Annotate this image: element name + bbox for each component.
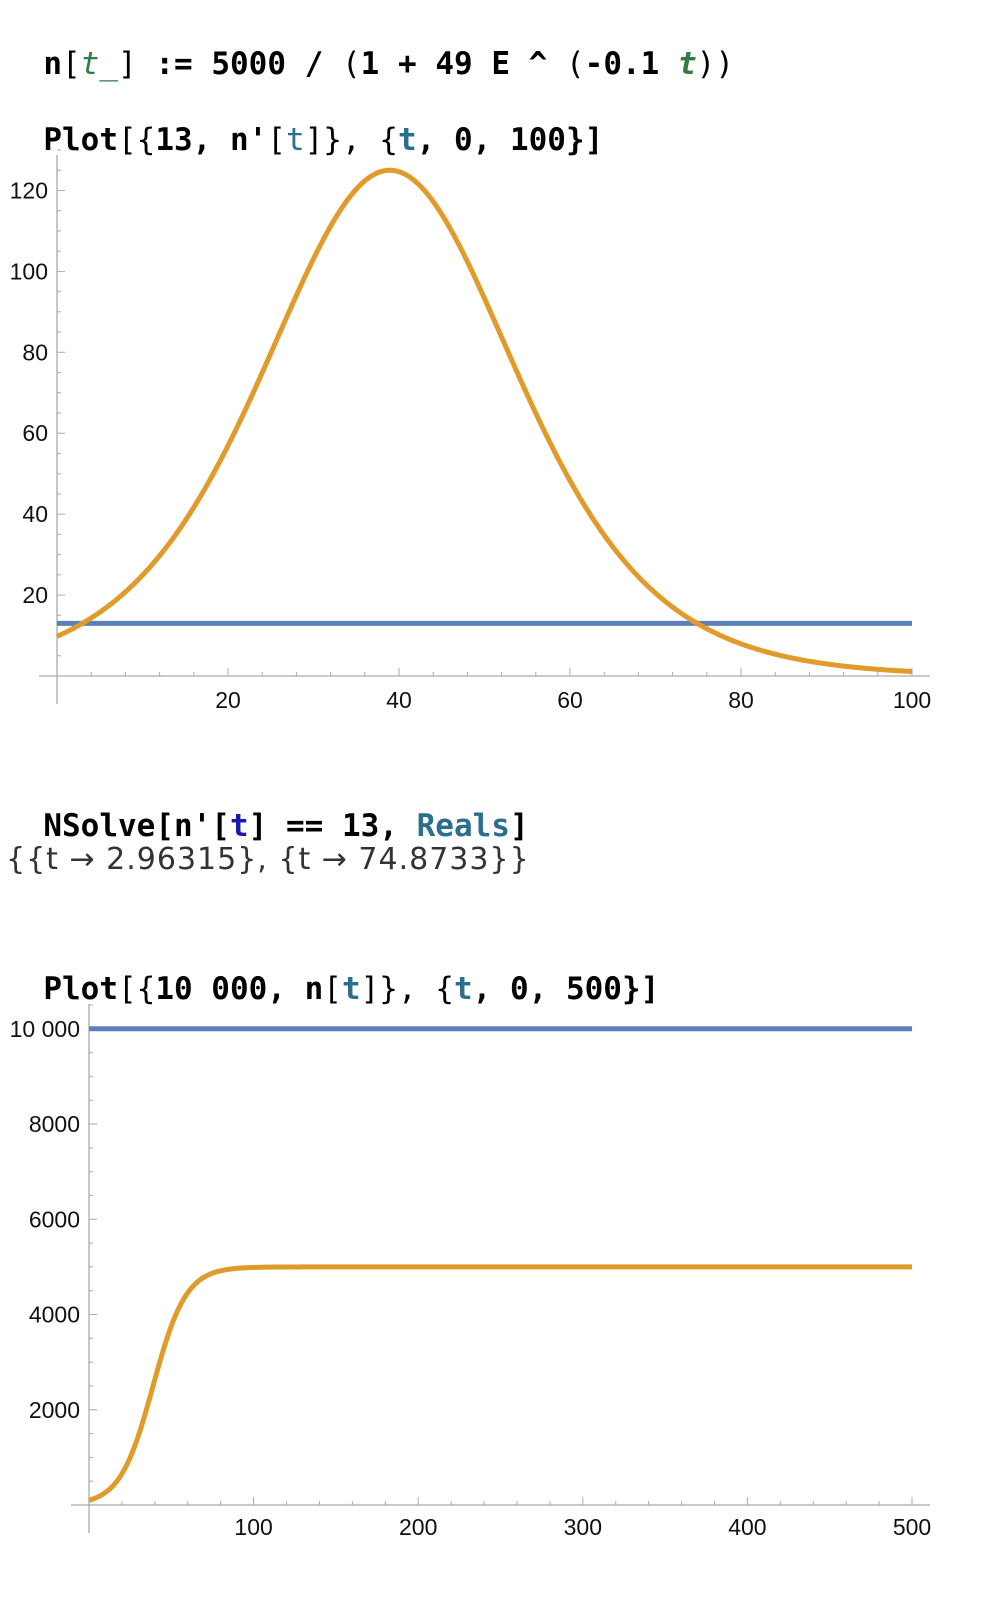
rate: -0.1	[584, 46, 660, 82]
plot-head: Plot	[43, 122, 118, 158]
x-tick-label: 80	[728, 687, 754, 713]
nsolve-eq: ] == 13,	[248, 808, 417, 844]
var-t: t	[397, 122, 417, 158]
y-tick-label: 20	[22, 582, 48, 608]
derivative-curve	[55, 167, 913, 675]
x-tick-label: 500	[893, 1514, 931, 1540]
logistic-curve	[88, 1264, 913, 1503]
y-tick-label: 2000	[29, 1397, 80, 1423]
plus-op: +	[379, 46, 436, 82]
paren: (	[341, 46, 361, 82]
space	[659, 46, 678, 82]
paren: ))	[696, 46, 734, 82]
fn-name: n	[43, 46, 62, 82]
x-tick-label: 200	[399, 1514, 437, 1540]
logistic-plot: 100 200 300 400 500 2000 4000 6000 8000 10 000	[10, 1004, 931, 1540]
x-tick-label: 40	[386, 687, 412, 713]
nsolve-args: [n'[	[155, 808, 230, 844]
plot2-input[interactable]: Plot[{10 000, n[t]}, {t, 0, 500}]	[6, 935, 659, 1007]
power-op: ^	[509, 46, 566, 82]
plot2-range: , 0, 500}]	[472, 971, 660, 1007]
nsolve-head: NSolve	[43, 808, 156, 844]
plot1-input[interactable]: Plot[{13, n'[t]}, {t, 0, 100}]	[6, 86, 603, 158]
bracket: [	[267, 122, 286, 158]
nsolve-input[interactable]: NSolve[n'[t] == 13, Reals]	[6, 772, 529, 844]
bracket: ]	[509, 808, 529, 844]
bracket: [{	[117, 971, 156, 1007]
plot2-args: 10 000, n	[155, 971, 324, 1007]
var-t: t	[341, 971, 361, 1007]
plot1-range: , 0, 100}]	[416, 122, 604, 158]
x-tick-label: 100	[234, 1514, 272, 1540]
x-tick-label: 300	[564, 1514, 602, 1540]
reals-domain: Reals	[416, 808, 510, 844]
definition-input[interactable]: n[t_] := 5000 / (1 + 49 E ^ (-0.1 t))	[6, 10, 734, 82]
paren: (	[565, 46, 585, 82]
y-tick-label: 120	[10, 177, 48, 203]
bracket: ]}, {	[304, 122, 398, 158]
bracket: ]}, {	[360, 971, 454, 1007]
bracket: [	[323, 971, 342, 1007]
one: 1	[360, 46, 380, 82]
y-tick-label: 100	[10, 258, 48, 284]
bracket: ]	[118, 46, 137, 82]
x-tick-label: 60	[557, 687, 583, 713]
coefficient: 49	[435, 46, 473, 82]
nsolve-output: {{t → 2.96315}, {t → 74.8733}}	[6, 842, 530, 877]
y-tick-label: 60	[22, 420, 48, 446]
y-tick-label: 80	[22, 339, 48, 365]
plot-head: Plot	[43, 971, 118, 1007]
e-const: E	[472, 46, 510, 82]
x-tick-label: 100	[893, 687, 931, 713]
bracket: [	[62, 46, 81, 82]
bracket: [{	[117, 122, 156, 158]
var-t: t	[229, 808, 249, 844]
pattern-arg: t_	[80, 46, 118, 82]
var-t: t	[285, 122, 305, 158]
y-tick-label: 4000	[29, 1302, 80, 1328]
x-tick-label: 20	[215, 687, 241, 713]
y-tick-label: 8000	[29, 1111, 80, 1137]
assign-op: :=	[136, 46, 212, 82]
y-tick-label: 10 000	[10, 1016, 80, 1042]
var-t: t	[677, 46, 697, 82]
y-tick-label: 40	[22, 501, 48, 527]
divide-op: /	[285, 46, 342, 82]
numerator: 5000	[211, 46, 286, 82]
y-tick-label: 6000	[29, 1206, 80, 1232]
var-t: t	[453, 971, 473, 1007]
x-tick-label: 400	[728, 1514, 766, 1540]
plot1-args: 13, n'	[155, 122, 268, 158]
derivative-plot: 20 40 60 80 100 20 40 60 80 100 120	[10, 149, 931, 713]
